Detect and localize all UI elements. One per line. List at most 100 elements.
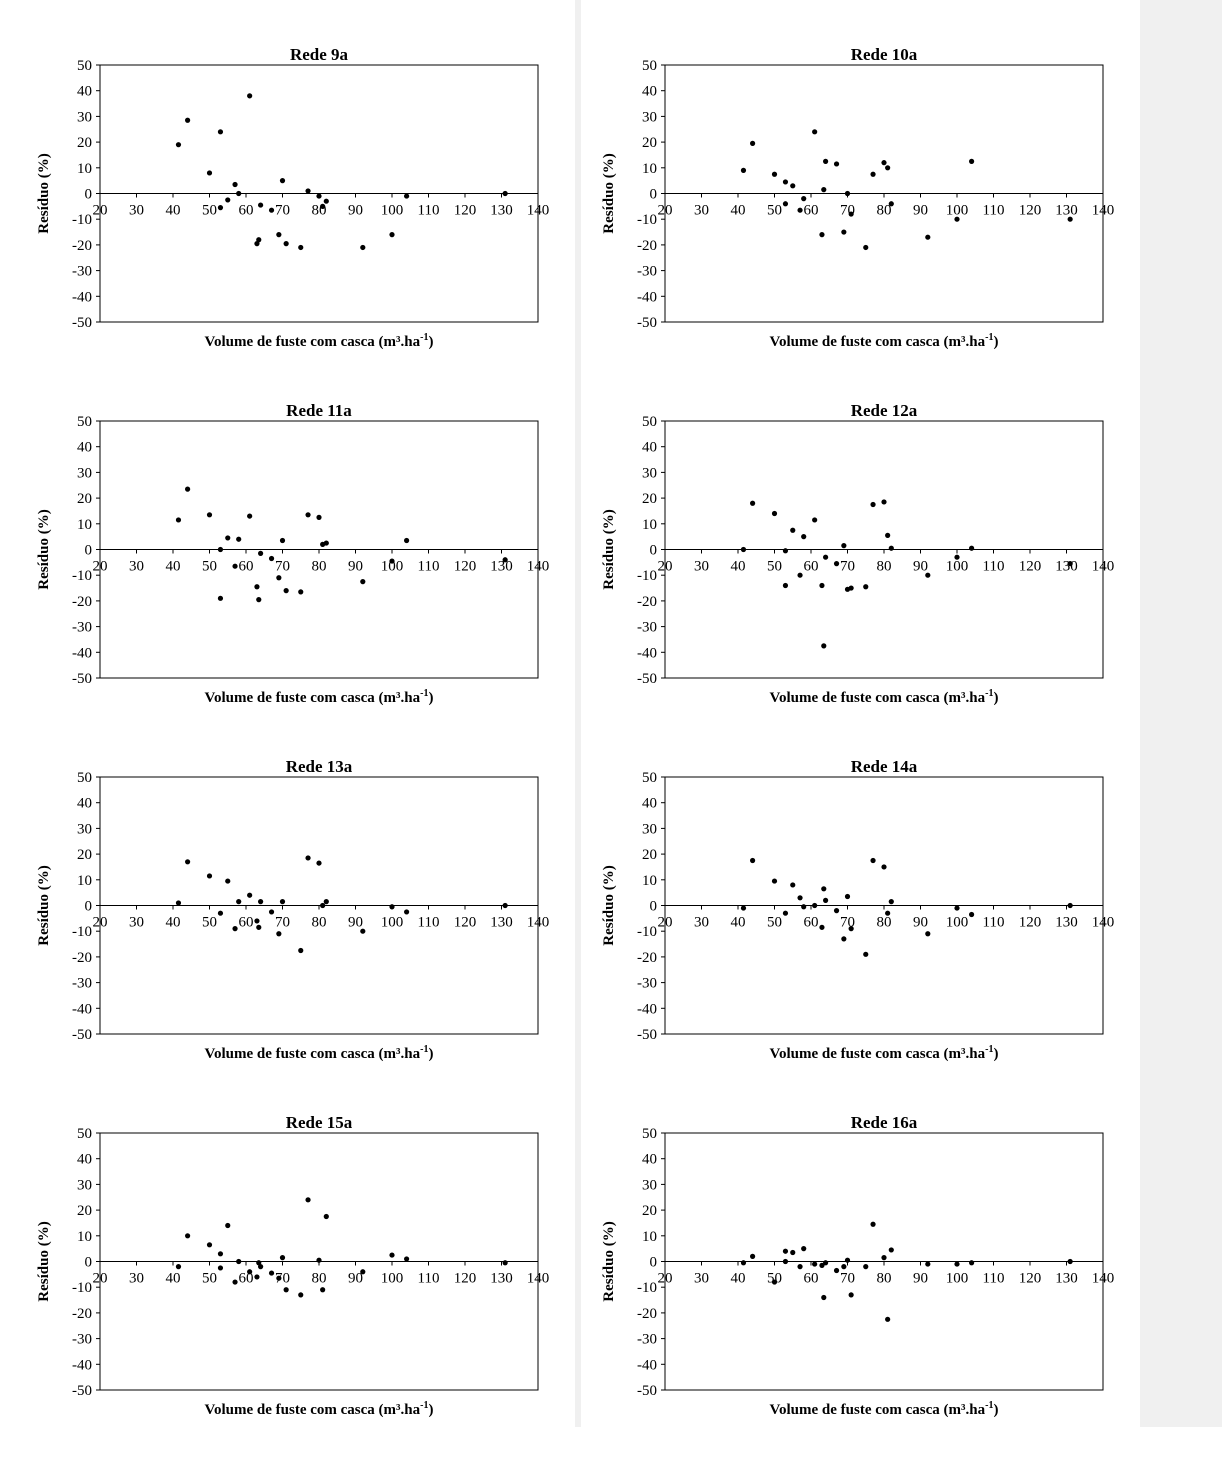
y-tick-label: -10: [637, 212, 657, 228]
data-point: [217, 205, 224, 211]
data-point: [225, 878, 231, 884]
data-point: [841, 543, 847, 549]
data-point: [298, 244, 304, 251]
x-tick-label: 120: [454, 1271, 477, 1287]
x-tick-label: 130: [490, 203, 513, 219]
x-tick-label: 40: [166, 559, 181, 575]
x-axis-label-end: ): [993, 1046, 998, 1062]
data-point: [283, 241, 289, 247]
figure-page: Rede 9a 50 40 30 20 10 0 -10 -20 -30 -40 -50 20 30 40 5…: [20, 0, 1222, 1427]
data-point: [283, 1287, 289, 1293]
data-point: [771, 878, 778, 884]
data-point: [298, 947, 304, 954]
x-tick-label: 20: [93, 203, 108, 219]
data-point: [821, 1294, 827, 1301]
data-point: [925, 1261, 931, 1267]
y-tick-label: 10: [642, 1229, 657, 1245]
y-tick-label: 0: [85, 1255, 93, 1271]
y-tick-label: -10: [72, 924, 92, 940]
data-point: [360, 244, 366, 251]
data-point: [305, 855, 311, 861]
data-point: [801, 1246, 807, 1252]
data-point: [268, 909, 275, 915]
y-tick-label: 40: [642, 84, 657, 100]
data-point: [254, 918, 260, 924]
x-tick-label: 50: [767, 559, 782, 575]
chart-rede-9a: Rede 9a 50 40 30 20 10 0 -10 -20 -30 -40 -50 20 30 40 5…: [20, 40, 549, 396]
x-tick-label: 110: [983, 203, 1005, 219]
x-axis-label-superscript: -1: [985, 332, 993, 343]
data-point: [389, 1252, 395, 1258]
x-axis-label-end: ): [428, 1402, 433, 1418]
data-point: [316, 1257, 322, 1263]
data-point: [844, 1257, 851, 1263]
data-point: [316, 860, 322, 866]
data-point: [881, 1255, 887, 1261]
data-point: [823, 897, 829, 903]
data-point: [823, 1260, 829, 1266]
y-tick-label: -40: [637, 289, 657, 305]
data-point: [276, 232, 282, 238]
data-point: [750, 1253, 756, 1259]
y-axis-label: Resíduo (%): [36, 1221, 52, 1301]
x-tick-label: 70: [840, 1271, 855, 1287]
y-tick-label: -10: [637, 1280, 657, 1296]
x-tick-label: 80: [312, 915, 327, 931]
data-point: [819, 1262, 825, 1268]
y-tick-label: -40: [637, 1357, 657, 1373]
x-tick-label: 140: [527, 1271, 550, 1287]
y-tick-label: -50: [637, 315, 657, 331]
data-point: [247, 892, 253, 898]
data-point: [323, 899, 329, 905]
data-point: [750, 500, 756, 506]
y-tick-label: 0: [650, 543, 658, 559]
data-point: [1067, 216, 1073, 222]
x-tick-label: 130: [1055, 1271, 1078, 1287]
data-point: [848, 585, 854, 591]
y-tick-label: -30: [72, 620, 92, 636]
y-tick-label: -50: [637, 1383, 657, 1399]
x-tick-label: 140: [527, 203, 550, 219]
data-point: [885, 910, 891, 916]
data-point: [236, 1258, 242, 1265]
y-tick-label: 50: [77, 58, 92, 74]
y-tick-label: -20: [637, 950, 657, 966]
x-tick-label: 70: [275, 915, 290, 931]
data-point: [254, 241, 260, 247]
data-point: [797, 207, 803, 213]
data-point: [925, 234, 931, 240]
data-point: [298, 589, 304, 595]
data-point: [217, 1265, 224, 1271]
data-point: [404, 193, 410, 199]
data-point: [821, 886, 827, 892]
x-tick-label: 20: [93, 559, 108, 575]
data-point: [268, 1270, 275, 1276]
data-point: [771, 171, 778, 177]
x-tick-label: 20: [93, 1271, 108, 1287]
y-tick-label: -10: [637, 568, 657, 584]
y-tick-label: 30: [642, 1177, 657, 1193]
data-point: [316, 514, 322, 520]
data-point: [256, 237, 262, 243]
data-point: [782, 179, 789, 185]
data-point: [225, 1222, 231, 1229]
y-tick-label: 20: [77, 847, 92, 863]
data-point: [812, 129, 818, 135]
y-tick-label: 50: [77, 414, 92, 430]
x-tick-label: 20: [93, 915, 108, 931]
y-tick-label: 50: [642, 414, 657, 430]
x-tick-label: 70: [840, 559, 855, 575]
x-tick-label: 50: [767, 915, 782, 931]
x-tick-label: 80: [312, 1271, 327, 1287]
data-point: [740, 1260, 747, 1266]
data-point: [232, 1279, 238, 1285]
x-axis-label-superscript: -1: [420, 1400, 428, 1411]
data-point: [279, 1255, 286, 1261]
data-point: [863, 244, 869, 251]
y-tick-label: 20: [642, 135, 657, 151]
data-point: [801, 196, 807, 202]
data-point: [247, 1269, 253, 1275]
y-tick-label: 30: [77, 465, 92, 481]
data-point: [206, 1242, 213, 1248]
